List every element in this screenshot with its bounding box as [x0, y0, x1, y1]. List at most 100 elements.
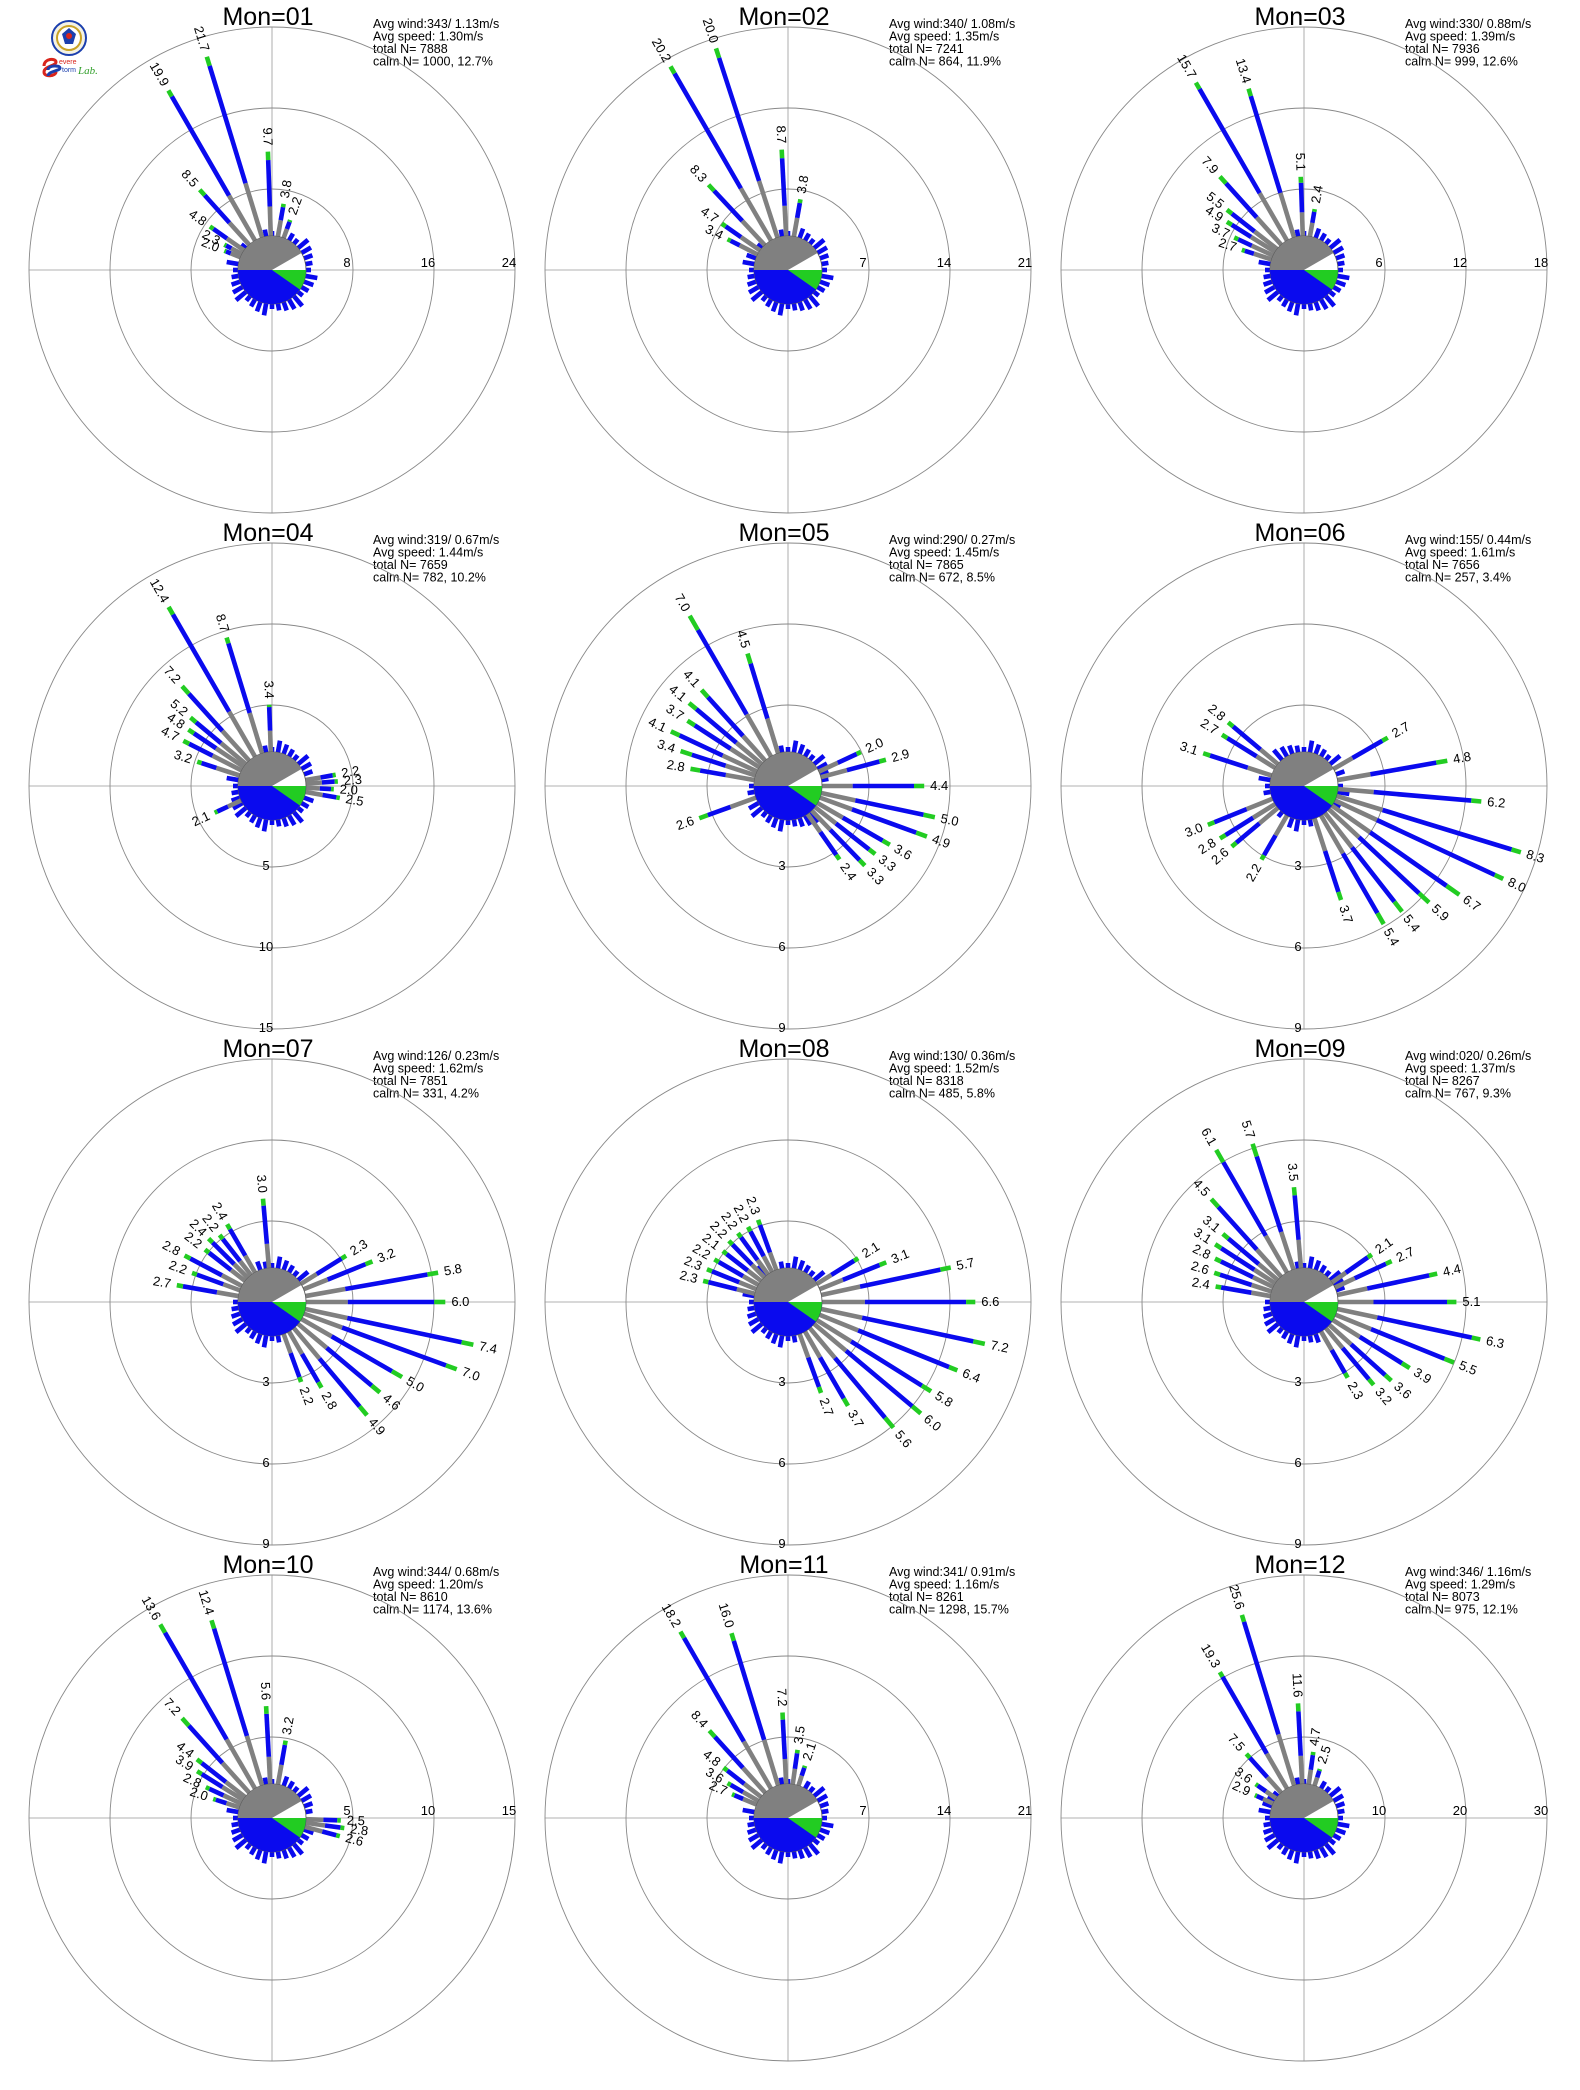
minor-spoke	[1286, 1849, 1295, 1861]
rose-bar-mid	[1341, 852, 1380, 915]
rose-bar-high	[182, 738, 191, 746]
bar-value-label: 2.8	[160, 1237, 183, 1259]
rose-bar-high	[972, 1339, 986, 1347]
rose-bar-mid	[857, 1328, 950, 1370]
rose-bar-low	[275, 1764, 284, 1785]
rose-bar-high	[722, 1765, 729, 1773]
rose-bar-high	[297, 1376, 304, 1383]
rose-bar-mid	[1213, 807, 1248, 825]
ring-label: 6	[262, 1455, 269, 1470]
rose-bar-mid	[317, 1357, 362, 1408]
minor-spoke	[231, 1833, 244, 1843]
minor-spoke	[300, 1833, 310, 1841]
rose-bar-high	[721, 1249, 728, 1256]
rose-bar-high	[1226, 720, 1235, 729]
bar-value-label: 5.4	[1381, 925, 1403, 948]
severe-storm-lab-logo: evere torm Lab.	[38, 18, 100, 80]
rose-bar-mid	[1237, 237, 1253, 248]
minor-spoke	[1307, 1335, 1314, 1343]
rose-stat-line: total N= 7936	[1405, 42, 1480, 56]
bar-value-label: 6.6	[981, 1294, 999, 1309]
rose-stat-line: total N= 7241	[889, 42, 964, 56]
rose-bar-mid	[211, 1627, 250, 1737]
rose-bar-high	[707, 1729, 717, 1739]
rose-bar-high	[713, 47, 722, 59]
minor-spoke	[255, 1260, 263, 1271]
rose-bar-mid	[1241, 1621, 1281, 1735]
rose-bar-mid	[779, 158, 787, 206]
bar-value-label: 19.9	[147, 59, 173, 88]
minor-spoke	[742, 1807, 755, 1815]
bar-value-label: 2.2	[340, 763, 360, 781]
rose-bar-low	[767, 1251, 779, 1271]
minor-spoke	[791, 1851, 798, 1859]
rose-bar-low	[819, 795, 853, 812]
ring-circle	[1222, 704, 1386, 868]
rose-bar-mid	[834, 821, 871, 852]
rose-bar-low	[796, 1775, 804, 1787]
rose-bar-low	[746, 1268, 763, 1283]
rose-bar-low	[721, 753, 759, 774]
minor-spoke	[1263, 1821, 1271, 1828]
rose-bar-high	[316, 1381, 324, 1389]
rose-bar-high	[699, 688, 710, 699]
svg-text:torm: torm	[62, 67, 76, 74]
rose-bar-mid	[841, 815, 884, 843]
ring-label: 3	[262, 1374, 269, 1389]
rose-bar-low	[305, 789, 323, 798]
rose-title: Mon=09	[1254, 1035, 1345, 1063]
ring-label: 21	[1018, 1803, 1032, 1818]
minor-spoke	[797, 743, 806, 755]
ring-label: 3	[778, 1374, 785, 1389]
bar-value-label: 5.4	[1400, 911, 1423, 934]
bar-value-label: 3.5	[1285, 1163, 1302, 1182]
rose-bar-mid	[1221, 1161, 1268, 1237]
rose-bar-mid	[1322, 850, 1341, 893]
rose-bar-low	[244, 1735, 265, 1787]
rose-bar-high	[204, 1785, 211, 1791]
rose-bar-low	[750, 1263, 766, 1280]
rose-bar-high	[1443, 1356, 1455, 1365]
rose-bar-high	[1367, 1377, 1376, 1387]
minor-spoke	[1313, 301, 1321, 312]
rose-stat-line: calm N= 782, 10.2%	[373, 571, 486, 585]
rose-stat-line: Avg wind:344/ 0.68m/s	[373, 1565, 499, 1579]
rose-bar-high	[260, 1198, 266, 1206]
minor-spoke	[1332, 801, 1342, 809]
rose-bar-low	[1249, 235, 1277, 254]
minor-spoke	[785, 1336, 791, 1341]
rose-bar-mid	[757, 1224, 773, 1254]
rose-bar-low	[306, 1299, 348, 1305]
bar-value-label: 2.2	[297, 1385, 317, 1407]
minor-spoke	[785, 820, 791, 825]
rose-bar-mid	[284, 221, 292, 230]
rose-bar-low	[230, 246, 244, 257]
rose-bar-high	[1375, 912, 1386, 926]
ring-circle	[28, 26, 516, 514]
minor-spoke	[821, 260, 829, 267]
rose-bar-high	[779, 149, 785, 159]
minor-spoke	[821, 1808, 829, 1815]
bar-value-label: 16.0	[716, 1601, 738, 1630]
ring-circle	[109, 623, 435, 949]
rose-title: Mon=12	[1254, 1551, 1345, 1579]
rose-bar-mid	[1219, 1272, 1253, 1288]
rose-bar-low	[1327, 807, 1361, 839]
minor-spoke	[1262, 1827, 1273, 1835]
rose-stat-line: calm N= 1000, 12.7%	[373, 55, 493, 69]
bar-value-label: 3.5	[790, 1725, 807, 1745]
bar-value-label: 5.7	[955, 1255, 976, 1273]
rose-bar-mid	[1248, 95, 1283, 194]
rose-bar-mid	[169, 95, 231, 197]
minor-spoke	[1335, 1827, 1347, 1836]
rose-bar-high	[729, 1632, 736, 1642]
rose-bar-low	[725, 772, 755, 783]
rose-bar-mid	[1230, 222, 1253, 239]
rose-bar-mid	[1308, 1754, 1316, 1771]
minor-spoke	[230, 1311, 241, 1319]
minor-spoke	[1301, 747, 1307, 752]
rose-bar-high	[834, 853, 842, 861]
